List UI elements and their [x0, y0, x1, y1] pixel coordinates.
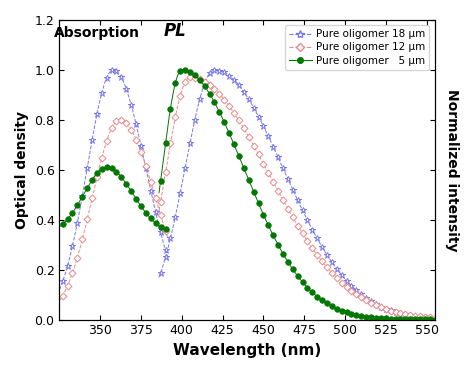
Y-axis label: Normalized intensity: Normalized intensity	[445, 88, 459, 251]
Text: Absorption: Absorption	[54, 26, 140, 40]
X-axis label: Wavelength (nm): Wavelength (nm)	[173, 343, 321, 358]
Legend: Pure oligomer 18 μm, Pure oligomer 12 μm, Pure oligomer   5 μm: Pure oligomer 18 μm, Pure oligomer 12 μm…	[285, 25, 429, 70]
Y-axis label: Optical density: Optical density	[15, 111, 29, 229]
Text: PL: PL	[164, 22, 187, 40]
